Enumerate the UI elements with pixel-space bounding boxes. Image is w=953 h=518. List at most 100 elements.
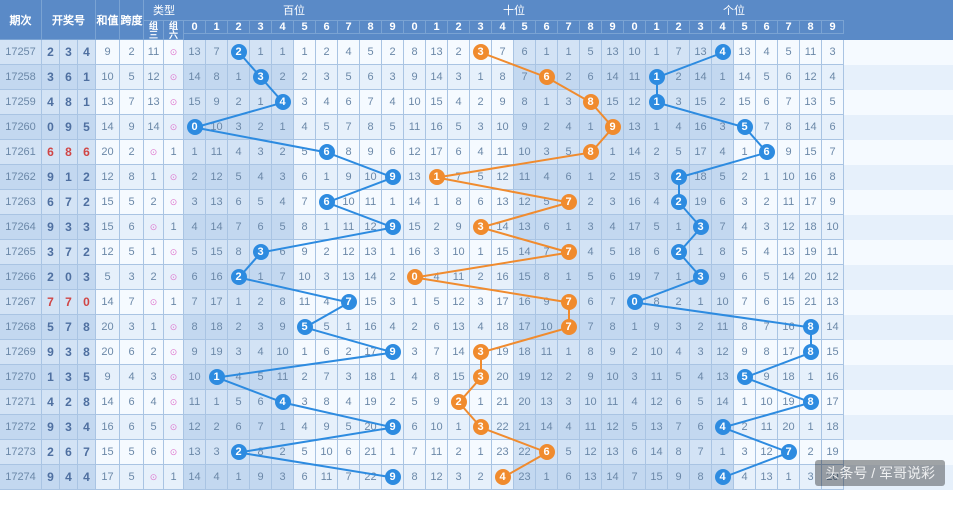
trend-cell: 2 [426,215,448,240]
trend-cell: 3 [756,215,778,240]
trend-ball: 4 [275,394,291,410]
trend-cell: 2 [272,440,294,465]
trend-cell: 3 [448,465,470,490]
trend-cell: 1 [580,165,602,190]
cell-draw: 1 [42,365,60,390]
cell-sum: 17 [96,465,120,490]
trend-cell: 2 [294,65,316,90]
trend-cell: 1 [690,290,712,315]
trend-cell: 7 [778,90,800,115]
trend-cell: 2 [580,190,602,215]
trend-cell: 1 [580,115,602,140]
trend-cell: 3 [470,365,492,390]
trend-cell: 1 [272,40,294,65]
trend-cell: 4 [228,140,250,165]
trend-ball: 7 [561,244,577,260]
trend-ball: 6 [319,144,335,160]
trend-cell: 8 [272,290,294,315]
cell-sum: 14 [96,115,120,140]
trend-cell: 1 [734,390,756,415]
trend-cell: 3 [228,115,250,140]
header-row: 期次 开奖号 和值 跨度 类型 组三 组六 百位0123456789十位0123… [0,0,953,40]
cell-issue: 17259 [0,90,42,115]
trend-cell: 1 [426,165,448,190]
cell-draw: 8 [78,390,96,415]
trend-cell: 3 [228,340,250,365]
trend-cell: 4 [316,290,338,315]
trend-cell: 4 [580,240,602,265]
trend-cell: 8 [800,390,822,415]
trend-cell: 1 [206,365,228,390]
trend-cell: 8 [712,240,734,265]
trend-cell: 13 [778,240,800,265]
header-digit: 8 [800,21,822,34]
trend-cell: 16 [206,265,228,290]
trend-cell: 4 [470,140,492,165]
trend-cell: 4 [294,115,316,140]
trend-cell: 1 [558,215,580,240]
cell-draw: 7 [78,440,96,465]
trend-cell: 5 [448,115,470,140]
trend-cell: 10 [624,40,646,65]
trend-cell: 21 [360,440,382,465]
cell-draw: 4 [42,90,60,115]
cell-type3: 2 [144,265,164,290]
cell-draw: 6 [42,190,60,215]
trend-cell: 7 [514,65,536,90]
cell-type6: 1 [164,290,184,315]
header-digit: 6 [756,21,778,34]
cell-draw: 5 [78,115,96,140]
trend-cell: 2 [382,40,404,65]
table-row: 1725836110512⊙14813223563914318762614111… [0,65,953,90]
cell-span: 5 [120,190,144,215]
trend-cell: 3 [822,40,844,65]
table-row: 172636721552⊙313654761011114186131257231… [0,190,953,215]
trend-cell: 20 [778,415,800,440]
trend-cell: 3 [448,65,470,90]
trend-cell: 18 [690,165,712,190]
trend-cell: 2 [470,90,492,115]
trend-cell: 4 [822,65,844,90]
cell-span: 9 [120,115,144,140]
header-type: 类型 [144,0,184,21]
trend-cell: 7 [778,440,800,465]
trend-ball: 9 [385,469,401,485]
trend-cell: 7 [646,265,668,290]
trend-cell: 2 [712,90,734,115]
cell-draw: 3 [42,65,60,90]
trend-cell: 19 [514,365,536,390]
trend-cell: 9 [514,115,536,140]
trend-cell: 11 [580,415,602,440]
trend-cell: 5 [558,440,580,465]
trend-cell: 5 [668,140,690,165]
cell-type6: 1 [164,215,184,240]
trend-cell: 3 [294,90,316,115]
trend-cell: 12 [492,165,514,190]
trend-cell: 1 [470,390,492,415]
trend-cell: 3 [272,165,294,190]
trend-cell: 2 [206,415,228,440]
trend-cell: 17 [206,290,228,315]
header-draw: 开奖号 [42,0,96,40]
trend-cell: 8 [800,315,822,340]
table-row: 172629121281⊙212543619109131751211461215… [0,165,953,190]
trend-cell: 5 [690,390,712,415]
trend-cell: 6 [558,165,580,190]
trend-cell: 12 [206,165,228,190]
trend-cell: 4 [646,190,668,215]
trend-cell: 4 [690,365,712,390]
cell-draw: 3 [60,365,78,390]
trend-cell: 23 [492,440,514,465]
trend-cell: 6 [778,65,800,90]
cell-type3: 14 [144,115,164,140]
trend-cell: 4 [404,365,426,390]
header-digit: 2 [448,21,470,34]
header-digit: 4 [492,21,514,34]
table-row: 17274944175⊙1144193611722981232423161314… [0,465,953,490]
cell-span: 7 [120,290,144,315]
trend-ball: 9 [385,419,401,435]
trend-cell: 7 [756,315,778,340]
trend-cell: 11 [448,265,470,290]
trend-cell: 7 [712,215,734,240]
trend-cell: 15 [492,240,514,265]
